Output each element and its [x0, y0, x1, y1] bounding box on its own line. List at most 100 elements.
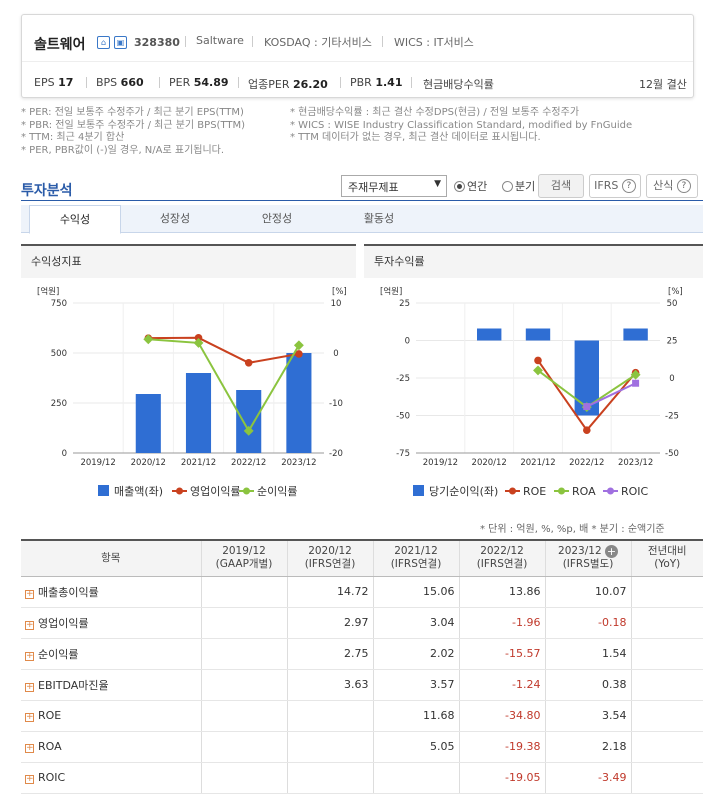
stock-code: 328380 [134, 36, 180, 49]
table-row: + ROIC -19.05 -3.49 [21, 762, 703, 794]
right-axis-unit: [%] [332, 287, 347, 297]
ifrs-button[interactable]: IFRS ? [589, 174, 641, 198]
row-label[interactable]: + ROA [21, 731, 201, 763]
right-tick-label: -10 [329, 399, 343, 409]
line-ROIC [586, 382, 637, 408]
table-cell: 14.72 [286, 576, 373, 608]
table-cell [630, 731, 703, 763]
left-tick-label: 0 [405, 337, 410, 347]
legend-swatch-marker [243, 487, 250, 495]
table-cell: 10.07 [544, 576, 631, 608]
row-label[interactable]: + ROIC [21, 762, 201, 794]
metric-per: PER 54.89 [169, 76, 229, 89]
bar-매출액(좌) [236, 390, 262, 453]
x-tick-label: 2021/12 [520, 458, 555, 468]
table-cell: 0.38 [544, 669, 631, 701]
table-cell: 1.54 [544, 638, 631, 670]
table-cell: -3.49 [544, 762, 631, 794]
table-cell [200, 669, 287, 701]
notes-left: * PER: 전일 보통주 수정주가 / 최근 분기 EPS(TTM) * PBR… [21, 107, 246, 156]
metric-pbr: PBR 1.41 [350, 76, 403, 89]
tab-activity[interactable]: 활동성 [363, 212, 395, 225]
metric-industry-per: 업종PER 26.20 [248, 78, 328, 91]
row-label[interactable]: + 매출총이익률 [21, 576, 201, 608]
point-ROIC [583, 403, 591, 411]
table-cell: -1.96 [458, 607, 545, 639]
expand-row-icon[interactable]: + [25, 743, 34, 753]
table-cell [630, 700, 703, 732]
building-icon[interactable]: ▣ [114, 36, 127, 49]
table-row: + ROE 11.68 -34.80 3.54 [21, 700, 703, 732]
radio-quarter[interactable]: 분기 [502, 178, 535, 194]
table-cell: 11.68 [372, 700, 459, 732]
legend-label: 매출액(좌) [114, 485, 163, 498]
left-tick-label: 0 [62, 449, 67, 459]
home-icon[interactable]: ⌂ [97, 36, 110, 49]
bar-당기순이익(좌) [477, 328, 502, 341]
table-cell: -34.80 [458, 700, 545, 732]
table-cell: -15.57 [458, 638, 545, 670]
x-tick-label: 2022/12 [569, 458, 604, 468]
table-row: + ROA 5.05 -19.38 2.18 [21, 731, 703, 763]
formula-button[interactable]: 산식 ? [646, 174, 698, 198]
point-순이익률 [193, 337, 204, 348]
right-tick-label: -20 [329, 449, 343, 459]
legend-label: 순이익률 [257, 485, 297, 498]
left-axis-unit: [억원] [380, 286, 402, 297]
left-axis-unit: [억원] [37, 286, 59, 297]
statement-select[interactable]: 주재무제표 ▼ [341, 175, 447, 197]
table-cell: 15.06 [372, 576, 459, 608]
x-tick-label: 2019/12 [423, 458, 458, 468]
right-tick-label: 0 [669, 374, 674, 384]
row-label[interactable]: + 영업이익률 [21, 607, 201, 639]
legend-swatch-marker [558, 487, 565, 495]
table-cell [200, 731, 287, 763]
table-cell: -19.05 [458, 762, 545, 794]
x-tick-label: 2023/12 [281, 458, 316, 468]
table-cell [200, 607, 287, 639]
left-tick-label: -25 [396, 374, 410, 384]
tab-growth[interactable]: 성장성 [159, 212, 191, 225]
point-순이익률 [293, 340, 304, 351]
expand-row-icon[interactable]: + [25, 712, 34, 722]
x-tick-label: 2022/12 [231, 458, 266, 468]
table-cell: -19.38 [458, 731, 545, 763]
expand-row-icon[interactable]: + [25, 681, 34, 692]
table-cell [630, 638, 703, 670]
table-cell [630, 762, 703, 794]
notes-right: * 현금배당수익률 : 최근 결산 수정DPS(현금) / 전일 보통주 수정주… [290, 107, 633, 143]
company-header: 솔트웨어 ⌂ ▣ 328380 Saltware KOSDAQ : 기타서비스 … [21, 14, 694, 98]
table-cell: -1.24 [458, 669, 545, 701]
row-label[interactable]: + EBITDA마진율 [21, 669, 201, 701]
point-순이익률 [143, 334, 154, 345]
analysis-tabs: 수익성 성장성 안정성 활동성 [21, 205, 703, 234]
chevron-down-icon: ▼ [434, 179, 441, 189]
expand-plus-icon[interactable]: + [604, 545, 618, 559]
tab-stability[interactable]: 안정성 [261, 212, 293, 225]
x-tick-label: 2023/12 [618, 458, 653, 468]
expand-row-icon[interactable]: + [25, 588, 34, 599]
table-cell: 2.97 [286, 607, 373, 639]
row-label[interactable]: + ROE [21, 700, 201, 732]
expand-row-icon[interactable]: + [25, 774, 34, 784]
tab-profitability[interactable]: 수익성 [29, 205, 121, 234]
metric-eps: EPS 17 [34, 76, 74, 89]
left-tick-label: -50 [396, 412, 410, 422]
table-cell [286, 731, 373, 763]
row-label[interactable]: + 순이익률 [21, 638, 201, 670]
table-cell: 2.02 [372, 638, 459, 670]
line-순이익률 [148, 338, 300, 433]
legend-label: ROIC [621, 485, 649, 498]
expand-row-icon[interactable]: + [25, 619, 34, 630]
company-name: 솔트웨어 [34, 37, 86, 53]
left-tick-label: 250 [51, 399, 67, 409]
table-cell [200, 638, 287, 670]
search-button[interactable]: 검색 [538, 174, 584, 198]
legend-swatch [98, 485, 109, 496]
expand-row-icon[interactable]: + [25, 650, 34, 661]
help-icon: ? [676, 179, 691, 193]
table-cell: 3.63 [286, 669, 373, 701]
point-ROE [583, 426, 591, 434]
point-영업이익률 [244, 359, 253, 367]
radio-annual[interactable]: 연간 [454, 178, 487, 194]
